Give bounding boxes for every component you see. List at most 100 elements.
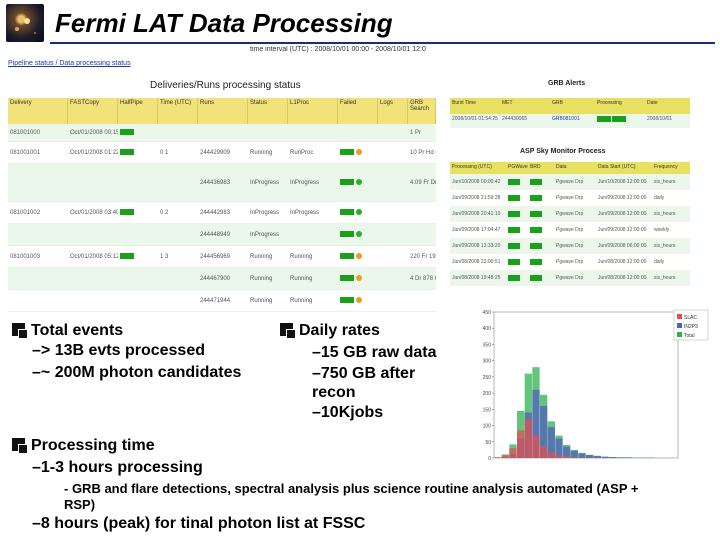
run-status: Running (250, 253, 273, 260)
halfpipe-proc (158, 132, 198, 134)
status-dot (355, 209, 362, 216)
halfpipe-proc: 0 2 (160, 209, 169, 216)
sky-data: Pgwave Drp (556, 211, 584, 217)
halfpipe-proc (158, 278, 198, 280)
y-tick-label: 200 (483, 391, 492, 397)
sky-data: Pgwave Drp (556, 179, 584, 185)
l1proc-dot (338, 252, 378, 261)
sky-frequency: six_hours (654, 275, 676, 281)
sky-col-processing: Processing (UTC) (452, 164, 492, 170)
col-time: Time (UTC) (158, 98, 198, 124)
table-row[interactable]: 081001000 Oct/01/2008 00:15:20 1 Pr (8, 124, 436, 142)
halfpipe-proc (158, 300, 198, 302)
total-events-sub2: –~ 200M photon candidates (32, 364, 242, 381)
grb-search: 10 Pr Hd Cal (410, 149, 436, 156)
delivery-time (68, 234, 118, 236)
table-row[interactable]: 244471944 Running Running (8, 290, 436, 312)
pipeline-status-link[interactable]: Pipeline status / Data processing status (8, 60, 131, 67)
sky-brd (528, 226, 554, 234)
col-halfpipe: HalfPipe (118, 98, 158, 124)
status-dot (355, 275, 362, 282)
progress-bar (508, 210, 520, 217)
l1proc-dot (338, 132, 378, 134)
sky-col-frequency: Frequency (654, 164, 678, 170)
y-tick-label: 450 (483, 310, 492, 316)
progress-bar (120, 149, 134, 156)
grb-col-grb: GRB (552, 100, 563, 106)
grb-search: 1 Pr (410, 129, 422, 136)
delivery-id: 081001000 (10, 129, 41, 136)
table-row[interactable]: Jun/10/2008 00:00:42 Pgwave Drp Jun/10/200… (450, 174, 690, 190)
progress-bar (340, 253, 354, 260)
histogram-bar-slac (501, 455, 509, 458)
status-dot (355, 231, 362, 238)
progress-bar (508, 194, 520, 201)
daily-rates-sub1: –15 GB raw data (312, 344, 437, 361)
progress-bar (340, 275, 354, 282)
table-row[interactable]: 081001001 Oct/01/2008 01:22:15 0 1 24442990… (8, 142, 436, 164)
sky-col-start: Data Start (UTC) (598, 164, 636, 170)
histogram-bar-slac (540, 446, 548, 458)
table-row[interactable]: Jun/08/2008 22:00:51 Pgwave Drp Jun/08/200… (450, 254, 690, 270)
progress-bar (340, 179, 354, 186)
table-row[interactable]: Jun/09/2008 21:59:28 Pgwave Drp Jun/09/200… (450, 190, 690, 206)
fastcopy-proc (118, 278, 158, 280)
grb-name[interactable]: GRB081001 (552, 116, 580, 122)
l1proc-dot (338, 208, 378, 217)
bullet-total-events: Total events (12, 322, 123, 340)
progress-bar (508, 178, 520, 185)
histogram-bar-in2p3 (624, 457, 632, 458)
histogram-bar-slac (563, 456, 571, 458)
table-row[interactable]: 081001003 Oct/01/2008 05:12:30 1 3 24445696… (8, 246, 436, 268)
fastcopy-proc (118, 148, 158, 157)
y-tick-label: 150 (483, 407, 492, 413)
table-row[interactable]: Jun/08/2008 19:48:25 Pgwave Drp Jun/08/200… (450, 270, 690, 286)
table-row[interactable]: 081001002 Oct/01/2008 03:40:50 0 2 24444298… (8, 202, 436, 224)
table-row[interactable]: Jun/09/2008 13:33:20 Pgwave Drp Jun/09/200… (450, 238, 690, 254)
bullet-processing-time: Processing time (12, 437, 155, 455)
sky-processing: Jun/09/2008 21:59:28 (452, 195, 501, 201)
sky-brd (528, 210, 554, 218)
col-fastcopy: FASTCopy (68, 98, 118, 124)
daily-rates-sub2b: recon (312, 384, 356, 401)
progress-bar (530, 194, 542, 201)
sky-data: Pgwave Drp (556, 195, 584, 201)
sky-table-header: Processing (UTC) PGWave BRD Data Data St… (450, 162, 690, 174)
y-tick-label: 300 (483, 359, 492, 365)
l1proc-status: Running (290, 253, 313, 260)
run-id: 244436983 (200, 179, 231, 186)
processing-time-label: Processing time (31, 437, 155, 454)
sky-panel-title: ASP Sky Monitor Process (520, 148, 606, 155)
sky-processing: Jun/08/2008 22:00:51 (452, 259, 501, 265)
fastcopy-proc (118, 208, 158, 217)
table-row[interactable]: Jun/09/2008 20:41:10 Pgwave Drp Jun/09/200… (450, 206, 690, 222)
run-id: 244467900 (200, 275, 231, 282)
grb-row[interactable]: 2008/10/01 01:54:25 244430065 GRB081001 … (450, 114, 690, 128)
deliveries-table: Delivery FASTCopy HalfPipe Time (UTC) Ru… (8, 98, 436, 312)
progress-bar (530, 178, 542, 185)
bullet-square-icon (280, 323, 296, 339)
run-status: Running (250, 275, 273, 282)
sky-brd (528, 274, 554, 282)
l1proc-status: InProgress (290, 179, 320, 186)
table-row[interactable]: Jun/09/2008 17:04:47 Pgwave Drp Jun/09/200… (450, 222, 690, 238)
grb-table-header: Burst Time MET GRB Processing Date (450, 98, 690, 114)
histogram-bar-slac (517, 430, 525, 458)
table-row[interactable]: 244448949 InProgress (8, 224, 436, 246)
grb-col-burst: Burst Time (452, 100, 476, 106)
table-row[interactable]: 244467900 Running Running 4 Dr 878 Cal (8, 268, 436, 290)
logs (378, 182, 408, 184)
table-row[interactable]: 244436983 InProgress InProgress 4.09 Fr Dr… (8, 164, 436, 202)
histogram-bar-in2p3 (532, 389, 540, 458)
run-id: 244456969 (200, 253, 231, 260)
progress-bar (120, 253, 134, 260)
sky-col-pgwave: PGWave (508, 164, 528, 170)
histogram-bar-in2p3 (547, 427, 555, 458)
run-id: 244448949 (200, 231, 231, 238)
sky-pgwave (506, 258, 528, 266)
sky-pgwave (506, 226, 528, 234)
progress-bar (340, 149, 354, 156)
delivery-time (68, 182, 118, 184)
logs (378, 234, 408, 236)
col-runs: Runs (198, 98, 248, 124)
